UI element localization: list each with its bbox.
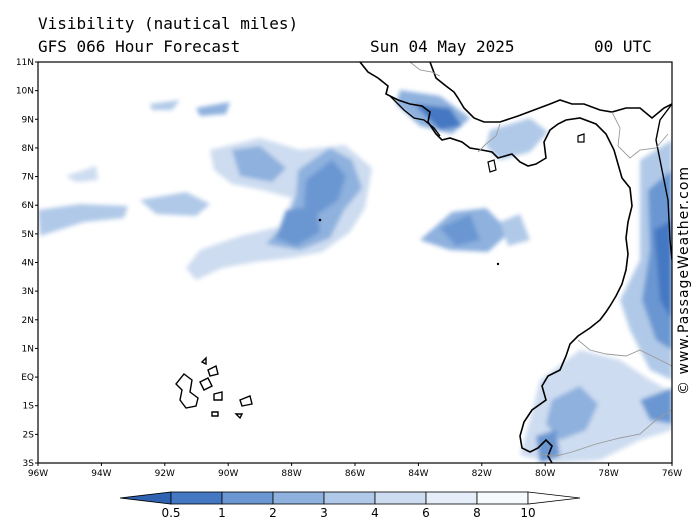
colorbar-swatch bbox=[425, 491, 478, 505]
lon-label: 88W bbox=[281, 469, 301, 479]
east-coast bbox=[655, 103, 672, 261]
lat-label: 10N bbox=[16, 87, 34, 97]
colorbar-label: 10 bbox=[520, 506, 535, 520]
lat-label: 4N bbox=[22, 259, 34, 269]
peninsula bbox=[389, 95, 441, 137]
visibility-shading bbox=[38, 90, 672, 463]
lon-label: 92W bbox=[155, 469, 175, 479]
lat-label: 11N bbox=[16, 58, 34, 68]
map-title: Visibility (nautical miles) bbox=[38, 14, 299, 33]
lat-label: 2N bbox=[22, 316, 34, 326]
colorbar-label: 8 bbox=[473, 506, 481, 520]
forecast-time: 00 UTC bbox=[594, 37, 652, 56]
lon-label: 82W bbox=[472, 469, 492, 479]
lat-label: 8N bbox=[22, 144, 34, 154]
lon-label: 86W bbox=[345, 469, 365, 479]
colorbar-label: 2 bbox=[269, 506, 277, 520]
colorbar-arrow-right bbox=[527, 491, 581, 505]
galapagos-islands bbox=[175, 356, 253, 420]
lat-label: 7N bbox=[22, 173, 34, 183]
colorbar-swatch bbox=[170, 491, 223, 505]
colorbar-swatch bbox=[374, 491, 427, 505]
lat-label: 1S bbox=[23, 402, 35, 412]
cocos-island bbox=[318, 218, 322, 222]
lat-label: EQ bbox=[21, 373, 34, 383]
lat-label: 6N bbox=[22, 201, 34, 211]
caribbean-coast bbox=[429, 62, 672, 123]
colorbar-label: 6 bbox=[422, 506, 430, 520]
lat-label: 2S bbox=[23, 430, 35, 440]
colorbar-swatch bbox=[323, 491, 376, 505]
lon-label: 80W bbox=[535, 469, 555, 479]
colorbar-label: 4 bbox=[371, 506, 379, 520]
colorbar-swatch bbox=[272, 491, 325, 505]
lon-label: 96W bbox=[28, 469, 48, 479]
colorbar-label: 3 bbox=[320, 506, 328, 520]
country-borders bbox=[409, 62, 672, 457]
lat-label: 5N bbox=[22, 230, 34, 240]
forecast-model: GFS 066 Hour Forecast bbox=[38, 37, 241, 56]
credit-text: © www.PassageWeather.com bbox=[676, 165, 692, 395]
latitude-axis: 11N 10N 9N 8N 7N 6N 5N 4N 3N 2N 1N EQ 1S 2S 3S bbox=[16, 58, 38, 469]
lat-label: 9N bbox=[22, 115, 34, 125]
visibility-colorbar: 0.5 1 2 3 4 6 8 10 bbox=[119, 491, 581, 520]
lat-label: 1N bbox=[22, 344, 34, 354]
colorbar-arrow-left bbox=[119, 491, 172, 505]
lat-label: 3N bbox=[22, 287, 34, 297]
malpelo-island bbox=[496, 262, 500, 266]
colorbar-label: 1 bbox=[218, 506, 226, 520]
lon-label: 84W bbox=[408, 469, 428, 479]
colorbar-swatch bbox=[221, 491, 274, 505]
coastline bbox=[359, 62, 633, 463]
coiba-island bbox=[487, 159, 497, 173]
forecast-date: Sun 04 May 2025 bbox=[370, 37, 515, 56]
lon-label: 94W bbox=[91, 469, 111, 479]
lat-label: 3S bbox=[23, 459, 35, 469]
pearl-islands bbox=[577, 133, 585, 143]
colorbar-label: 0.5 bbox=[161, 506, 180, 520]
lon-label: 78W bbox=[598, 469, 618, 479]
colorbar-swatch bbox=[476, 491, 529, 505]
lon-label: 90W bbox=[218, 469, 238, 479]
lon-label: 76W bbox=[662, 469, 682, 479]
longitude-axis: 96W 94W 92W 90W 88W 86W 84W 82W 80W 78W 76W bbox=[28, 463, 682, 479]
